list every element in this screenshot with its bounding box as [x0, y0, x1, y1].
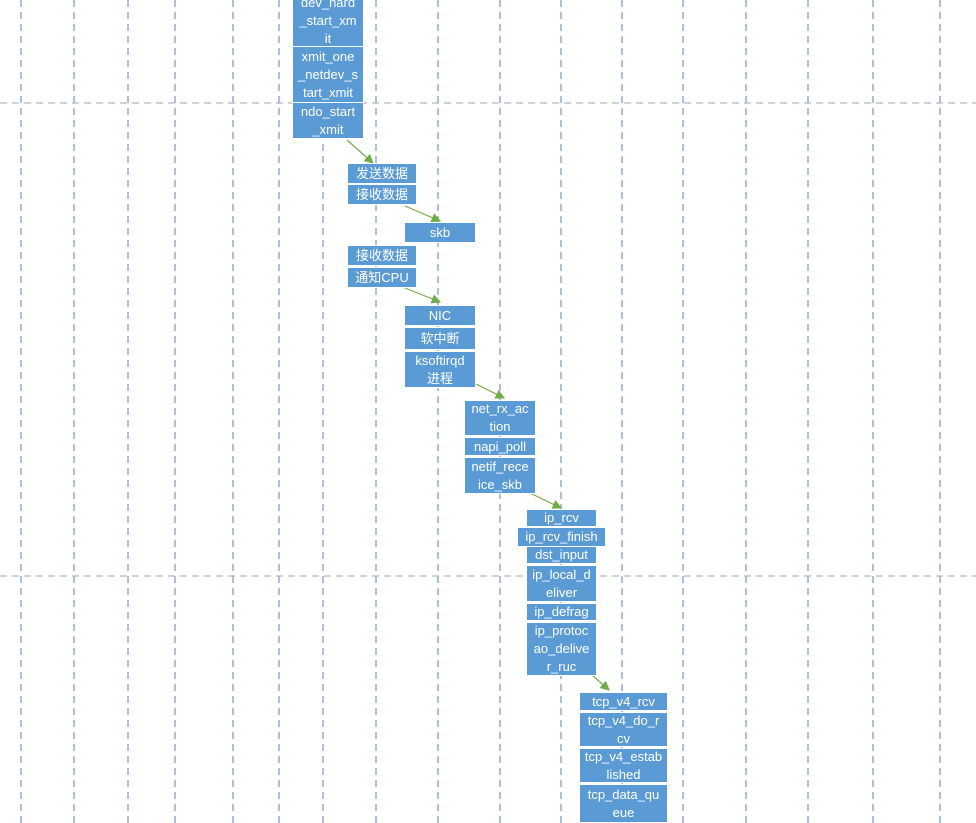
flow-arrow — [591, 674, 610, 691]
step-box-ip: dst_input — [526, 546, 597, 564]
step-box-ip: ip_rcv — [526, 509, 597, 527]
step-box-ip: ip_rcv_finish — [517, 527, 606, 547]
flow-arrow — [531, 493, 563, 509]
step-box-nic: ksoftirqd 进程 — [404, 351, 476, 388]
step-box-xmit: dev_hard _start_xm it — [292, 0, 364, 47]
step-box-net-rx: napi_poll — [464, 437, 536, 456]
step-box-nic: 软中断 — [404, 327, 476, 350]
step-box-ip: ip_protoc ao_delive r_ruc — [526, 622, 597, 676]
step-box-net-rx: net_rx_ac tion — [464, 400, 536, 436]
step-box-skb: skb — [404, 222, 476, 243]
step-box-ip: ip_local_d eliver — [526, 565, 597, 602]
step-box-tcp: tcp_v4_estab lished — [579, 748, 668, 783]
flow-arrow — [346, 139, 374, 164]
step-box-send-recv: 接收数据 — [347, 184, 417, 205]
step-box-net-rx: netif_rece ice_skb — [464, 457, 536, 494]
step-box-recv-notify: 通知CPU — [347, 267, 417, 288]
step-box-tcp: tcp_v4_rcv — [579, 692, 668, 711]
step-box-nic: NIC — [404, 305, 476, 326]
step-box-send-recv: 发送数据 — [347, 163, 417, 184]
flow-arrow — [475, 383, 506, 399]
flow-arrow — [404, 205, 442, 223]
flow-arrow — [404, 287, 442, 304]
step-box-xmit: ndo_start _xmit — [292, 102, 364, 139]
step-box-xmit: xmit_one _netdev_s tart_xmit — [292, 46, 364, 103]
step-box-recv-notify: 接收数据 — [347, 245, 417, 266]
step-box-tcp: tcp_v4_do_r cv — [579, 712, 668, 747]
step-box-ip: ip_defrag — [526, 603, 597, 621]
step-box-tcp: tcp_data_qu eue — [579, 784, 668, 823]
